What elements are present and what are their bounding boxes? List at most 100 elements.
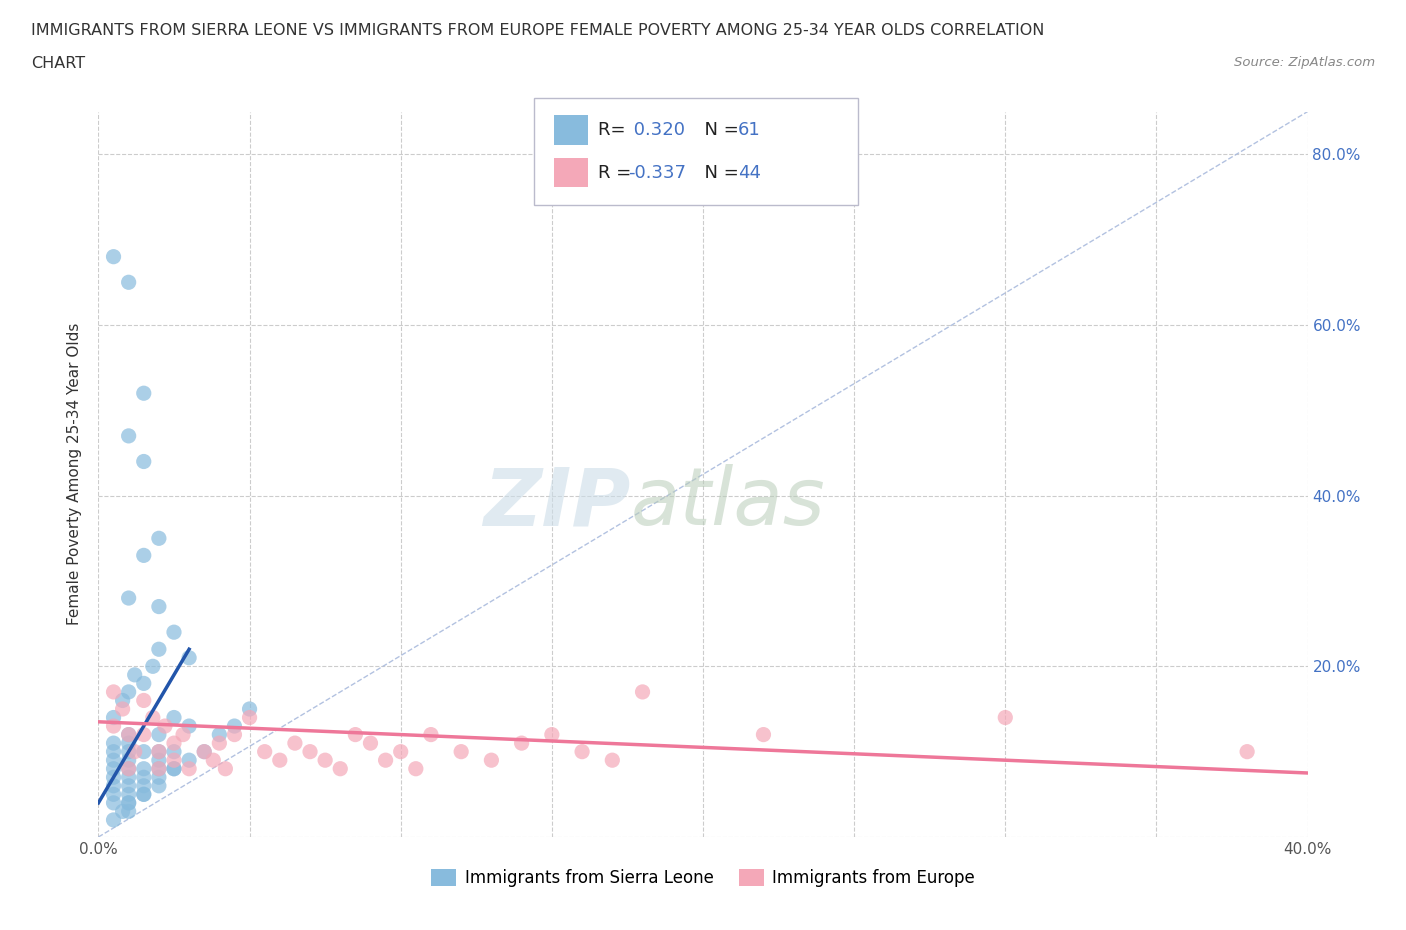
- Point: [148, 762, 170, 777]
- Point: [752, 727, 775, 742]
- Point: [172, 727, 194, 742]
- Point: [994, 711, 1017, 725]
- Point: [111, 693, 134, 708]
- Point: [118, 736, 141, 751]
- Point: [571, 744, 593, 759]
- Point: [269, 752, 291, 767]
- Point: [118, 591, 141, 605]
- Point: [118, 762, 141, 777]
- Point: [132, 744, 155, 759]
- Point: [450, 744, 472, 759]
- Point: [163, 744, 186, 759]
- Point: [103, 752, 125, 767]
- Point: [148, 744, 170, 759]
- Point: [124, 668, 146, 683]
- Point: [103, 736, 125, 751]
- Legend: Immigrants from Sierra Leone, Immigrants from Europe: Immigrants from Sierra Leone, Immigrants…: [425, 862, 981, 894]
- Point: [103, 787, 125, 802]
- Text: -0.337: -0.337: [628, 164, 686, 181]
- Point: [224, 719, 246, 734]
- Point: [299, 744, 322, 759]
- Point: [540, 727, 562, 742]
- Point: [103, 249, 125, 264]
- Text: Source: ZipAtlas.com: Source: ZipAtlas.com: [1234, 56, 1375, 69]
- Point: [118, 752, 141, 767]
- Point: [103, 711, 125, 725]
- Point: [132, 386, 155, 401]
- Point: [602, 752, 624, 767]
- Point: [224, 727, 246, 742]
- Point: [420, 727, 443, 742]
- Point: [118, 744, 141, 759]
- Point: [202, 752, 225, 767]
- Point: [208, 736, 231, 751]
- Point: [179, 762, 201, 777]
- Point: [284, 736, 307, 751]
- Point: [389, 744, 412, 759]
- Point: [1236, 744, 1258, 759]
- Point: [510, 736, 533, 751]
- Point: [344, 727, 367, 742]
- Point: [132, 762, 155, 777]
- Point: [163, 752, 186, 767]
- Text: R =: R =: [598, 164, 637, 181]
- Point: [132, 727, 155, 742]
- Point: [118, 762, 141, 777]
- Point: [118, 727, 141, 742]
- Point: [148, 762, 170, 777]
- Point: [132, 693, 155, 708]
- Point: [360, 736, 382, 751]
- Point: [132, 770, 155, 785]
- Point: [148, 778, 170, 793]
- Text: ZIP: ZIP: [484, 464, 630, 542]
- Point: [163, 736, 186, 751]
- Text: 44: 44: [738, 164, 761, 181]
- Point: [148, 642, 170, 657]
- Point: [142, 658, 165, 673]
- Point: [208, 727, 231, 742]
- Point: [132, 454, 155, 469]
- Point: [179, 650, 201, 665]
- Point: [118, 770, 141, 785]
- Point: [132, 778, 155, 793]
- Point: [118, 787, 141, 802]
- Point: [118, 795, 141, 810]
- Point: [329, 762, 352, 777]
- Point: [132, 787, 155, 802]
- Point: [118, 727, 141, 742]
- Point: [405, 762, 427, 777]
- Point: [111, 804, 134, 818]
- Point: [148, 727, 170, 742]
- Point: [142, 711, 165, 725]
- Point: [239, 711, 262, 725]
- Point: [132, 548, 155, 563]
- Point: [103, 684, 125, 699]
- Point: [132, 676, 155, 691]
- Point: [118, 684, 141, 699]
- Point: [103, 778, 125, 793]
- Point: [153, 719, 176, 734]
- Point: [118, 778, 141, 793]
- Point: [118, 795, 141, 810]
- Point: [163, 625, 186, 640]
- Text: R=: R=: [598, 121, 631, 139]
- Point: [118, 804, 141, 818]
- Text: 0.320: 0.320: [628, 121, 686, 139]
- Point: [314, 752, 336, 767]
- Y-axis label: Female Poverty Among 25-34 Year Olds: Female Poverty Among 25-34 Year Olds: [67, 323, 83, 626]
- Point: [163, 762, 186, 777]
- Point: [148, 599, 170, 614]
- Text: N =: N =: [693, 164, 745, 181]
- Point: [103, 813, 125, 828]
- Point: [374, 752, 396, 767]
- Point: [214, 762, 236, 777]
- Point: [103, 744, 125, 759]
- Point: [253, 744, 276, 759]
- Point: [132, 787, 155, 802]
- Point: [163, 762, 186, 777]
- Point: [124, 744, 146, 759]
- Point: [148, 752, 170, 767]
- Point: [118, 275, 141, 290]
- Point: [179, 719, 201, 734]
- Point: [148, 770, 170, 785]
